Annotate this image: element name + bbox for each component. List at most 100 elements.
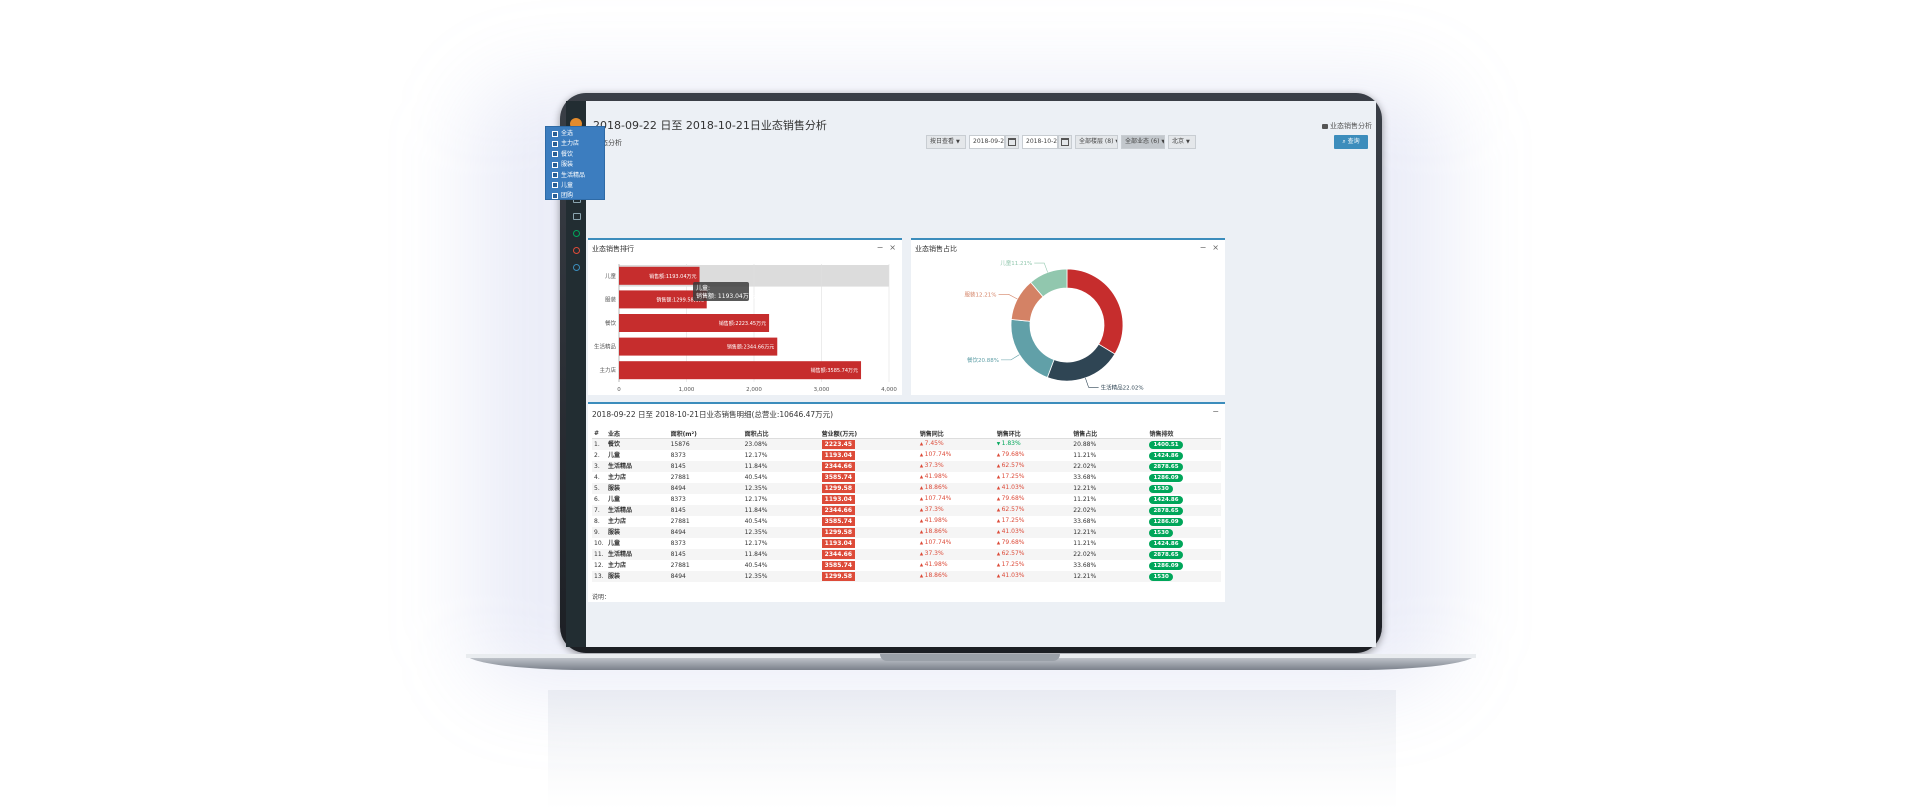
close-icon[interactable]: ×	[889, 243, 896, 252]
status-circle-icon[interactable]	[573, 264, 580, 271]
table-cell: 11.84%	[743, 461, 820, 472]
table-cell: 2223.45	[820, 439, 918, 451]
bar-value-label: 销售额:2223.45万元	[719, 320, 766, 327]
table-row[interactable]: 2. 儿童 8373 12.17% 1193.04 ▲ 107.74% ▲ 79.68% 11…	[592, 450, 1221, 461]
column-header[interactable]: 营业额(万元)	[819, 428, 918, 439]
query-button[interactable]: ⌕ 查询	[1334, 135, 1368, 149]
query-label: 查询	[1347, 138, 1360, 145]
column-header[interactable]: 销售同比	[917, 428, 995, 439]
format-option[interactable]: 生活精品	[546, 171, 604, 181]
column-header[interactable]: 面积占比	[742, 428, 820, 439]
table-row[interactable]: 4. 主力店 27881 40.54% 3585.74 ▲ 41.98% ▲ 17.25% 3…	[592, 472, 1221, 483]
format-option[interactable]: 团购	[546, 191, 604, 201]
table-row[interactable]: 1. 餐饮 15876 23.08% 2223.45 ▲ 7.45% ▼ 1.83% 20.8…	[592, 438, 1221, 451]
menu-icon[interactable]	[573, 213, 581, 220]
city-select[interactable]: 北京 ▼	[1168, 135, 1196, 149]
x-tick-label: 2,000	[746, 387, 762, 393]
format-option[interactable]: 全选	[546, 129, 604, 139]
table-row[interactable]: 6. 儿童 8373 12.17% 1193.04 ▲ 107.74% ▲ 79.68% 11…	[592, 494, 1221, 505]
table-cell: 7.	[592, 505, 606, 516]
collapse-icon[interactable]: −	[1212, 407, 1219, 416]
table-cell: ▲ 17.25%	[995, 472, 1072, 483]
table-cell: 12.21%	[1071, 527, 1147, 538]
column-header[interactable]: 业态	[605, 428, 669, 439]
arrow-down-icon: ▼	[996, 442, 1002, 447]
table-row[interactable]: 13. 服装 8494 12.35% 1299.58 ▲ 18.86% ▲ 41.03% 12…	[592, 571, 1221, 582]
table-row[interactable]: 11. 生活精品 8145 11.84% 2344.66 ▲ 37.3% ▲ 62.57% 2…	[592, 549, 1221, 560]
table-cell: ▲ 17.25%	[995, 560, 1072, 571]
donut-slice[interactable]	[1030, 268, 1068, 298]
bar[interactable]	[619, 314, 770, 332]
cell-value: 生活精品	[607, 462, 632, 470]
column-header[interactable]: 销售环比	[994, 428, 1072, 439]
collapse-icon[interactable]: −	[1199, 243, 1207, 252]
cell-value: 12.35%	[744, 484, 768, 492]
bar[interactable]	[619, 337, 778, 356]
table-cell: ▲ 18.86%	[918, 483, 995, 494]
table-cell: 1530	[1147, 571, 1221, 582]
table-cell: 11.21%	[1071, 494, 1147, 505]
bar[interactable]	[619, 266, 700, 285]
cell-value: 7.	[594, 506, 600, 514]
bar[interactable]	[619, 361, 862, 380]
table-cell: 1530	[1147, 527, 1221, 538]
start-date-input[interactable]: 2018-09-22	[969, 135, 1005, 149]
table-cell: ▲ 41.98%	[918, 472, 995, 483]
table-cell: 2344.66	[820, 505, 918, 516]
city-value: 北京	[1172, 138, 1185, 145]
table-cell: 8145	[669, 461, 743, 472]
breadcrumb[interactable]: 业态销售分析	[1322, 121, 1372, 131]
collapse-icon[interactable]: −	[876, 243, 884, 252]
slice-label: 儿童11.21%	[1000, 259, 1032, 267]
format-option-label: 全选	[561, 130, 574, 137]
table-row[interactable]: 3. 生活精品 8145 11.84% 2344.66 ▲ 37.3% ▲ 62.57% 22…	[592, 461, 1221, 472]
calendar-icon	[1061, 137, 1069, 146]
status-circle-icon[interactable]	[573, 230, 580, 237]
cell-value: 10.	[594, 539, 604, 547]
column-header[interactable]: 销售排效	[1147, 428, 1221, 439]
cell-value: 22.02%	[1073, 462, 1097, 470]
cell-value: 12.21%	[1073, 484, 1097, 492]
format-filter-value: 全部业态 (6)	[1125, 138, 1160, 145]
close-icon[interactable]: ×	[1212, 243, 1219, 252]
table-cell: 12.35%	[743, 527, 820, 538]
table-row[interactable]: 9. 服装 8494 12.35% 1299.58 ▲ 18.86% ▲ 41.03% 12.…	[592, 527, 1221, 538]
cell-value: 13.	[594, 572, 604, 580]
table-body: 1. 餐饮 15876 23.08% 2223.45 ▲ 7.45% ▼ 1.83% 20.8…	[592, 438, 1221, 582]
floor-filter-select[interactable]: 全部楼层 (8)▼	[1075, 135, 1118, 149]
end-calendar-button[interactable]	[1058, 135, 1072, 149]
column-header[interactable]: 面积(m²)	[668, 428, 743, 439]
donut-slice[interactable]	[1066, 268, 1124, 355]
format-option[interactable]: 儿童	[546, 181, 604, 191]
format-filter-select[interactable]: 全部业态 (6) ▼	[1121, 135, 1165, 149]
format-option[interactable]: 餐饮	[546, 150, 604, 160]
start-calendar-button[interactable]	[1005, 135, 1019, 149]
status-circle-icon[interactable]	[573, 247, 580, 254]
view-mode-select[interactable]: 按日查看 ▼	[926, 135, 966, 149]
format-option[interactable]: 主力店	[546, 139, 604, 149]
arrow-up-icon: ▲	[919, 497, 925, 502]
arrow-up-icon: ▲	[996, 486, 1002, 491]
table-row[interactable]: 8. 主力店 27881 40.54% 3585.74 ▲ 41.98% ▲ 17.25% 3…	[592, 516, 1221, 527]
sales-detail-panel: 2018-09-22 日至 2018-10-21日业态销售明细(总营业:1064…	[588, 402, 1225, 602]
laptop-base	[466, 654, 1476, 670]
donut-slice[interactable]	[1046, 343, 1116, 382]
table-row[interactable]: 10. 儿童 8373 12.17% 1193.04 ▲ 107.74% ▲ 79.68% 1…	[592, 538, 1221, 549]
cell-value: 33.68%	[1073, 561, 1097, 569]
table-cell: 8494	[669, 527, 743, 538]
end-date-input[interactable]: 2018-10-21	[1022, 135, 1058, 149]
table-cell: ▲ 18.86%	[918, 571, 995, 582]
column-header[interactable]: 销售占比	[1071, 428, 1148, 439]
breadcrumb-label: 业态销售分析	[1330, 122, 1372, 130]
table-row[interactable]: 5. 服装 8494 12.35% 1299.58 ▲ 18.86% ▲ 41.03% 12.…	[592, 483, 1221, 494]
checkbox-icon	[552, 140, 558, 147]
arrow-up-icon: ▲	[919, 530, 925, 535]
checkbox-icon	[552, 192, 558, 199]
bar[interactable]	[619, 290, 707, 309]
table-cell: 22.02%	[1071, 461, 1147, 472]
table-row[interactable]: 7. 生活精品 8145 11.84% 2344.66 ▲ 37.3% ▲ 62.57% 22…	[592, 505, 1221, 516]
donut-slice[interactable]	[1010, 319, 1055, 378]
table-row[interactable]: 12. 主力店 27881 40.54% 3585.74 ▲ 41.98% ▲ 17.25%…	[592, 560, 1221, 571]
column-header[interactable]: #	[592, 428, 606, 439]
format-option[interactable]: 服装	[546, 160, 604, 170]
